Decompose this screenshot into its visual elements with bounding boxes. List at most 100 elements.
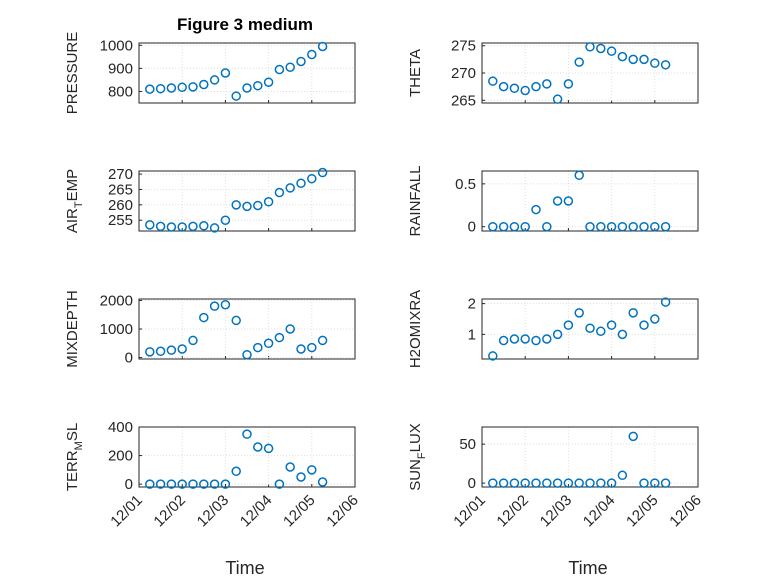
data-point xyxy=(177,344,187,354)
data-point xyxy=(145,220,155,230)
data-point xyxy=(242,429,252,439)
data-point xyxy=(552,196,563,206)
plot-area xyxy=(138,170,356,232)
data-point xyxy=(274,64,285,75)
data-point xyxy=(296,472,306,482)
y-tick-label: 2000 xyxy=(100,292,133,309)
plot-border xyxy=(481,298,699,360)
data-point xyxy=(606,46,617,56)
data-point xyxy=(660,221,671,232)
data-point xyxy=(242,83,252,93)
data-point xyxy=(209,75,220,85)
data-point xyxy=(317,335,328,346)
data-point xyxy=(188,335,198,346)
data-point xyxy=(199,221,209,231)
data-point xyxy=(574,308,584,318)
y-tick-label: 0 xyxy=(125,350,133,367)
data-point xyxy=(520,85,530,96)
data-point xyxy=(296,344,306,354)
data-point xyxy=(509,334,520,344)
data-point xyxy=(296,178,306,189)
figure-title: Figure 3 medium xyxy=(177,15,313,34)
y-tick-label: 800 xyxy=(108,83,133,100)
data-point xyxy=(307,342,317,353)
data-point xyxy=(155,479,166,489)
data-point xyxy=(531,478,541,488)
data-point xyxy=(650,478,660,488)
data-point xyxy=(155,83,166,94)
data-point xyxy=(531,81,541,92)
data-point xyxy=(542,221,552,232)
y-tick-label: 255 xyxy=(108,212,133,229)
data-point xyxy=(596,221,606,232)
data-point xyxy=(242,349,252,360)
data-point xyxy=(188,479,198,489)
data-point xyxy=(650,221,660,232)
y-tick-label: 0 xyxy=(125,476,133,493)
data-point xyxy=(220,215,231,225)
data-point xyxy=(520,478,530,488)
data-point xyxy=(509,221,520,232)
data-point xyxy=(263,338,274,349)
data-point xyxy=(574,478,584,488)
data-point xyxy=(317,41,328,52)
data-point xyxy=(574,170,584,181)
y-tick-label: 1000 xyxy=(100,37,133,54)
data-point xyxy=(242,201,252,212)
plot-area xyxy=(138,42,356,104)
data-point xyxy=(166,345,177,355)
data-point xyxy=(552,94,563,104)
y-tick-label: 2 xyxy=(468,296,476,313)
data-point xyxy=(231,466,241,477)
data-point xyxy=(177,479,187,489)
data-point xyxy=(253,342,263,353)
data-point xyxy=(585,323,595,333)
data-point xyxy=(231,91,241,101)
subplot-1: 800 900 1000 PRESSURE xyxy=(64,32,356,114)
data-point xyxy=(509,478,520,488)
data-point xyxy=(177,222,187,232)
data-point xyxy=(498,221,509,232)
data-point xyxy=(531,204,541,215)
data-point xyxy=(596,326,606,337)
data-point xyxy=(199,312,209,323)
data-point xyxy=(145,479,155,489)
data-point xyxy=(563,320,574,330)
xlabel-left: Time xyxy=(225,558,264,578)
subplot-4: 0 0.5 RAINFALL xyxy=(407,166,699,236)
data-point xyxy=(542,478,552,488)
data-point xyxy=(660,297,671,307)
y-tick-label: 265 xyxy=(108,181,133,198)
data-point xyxy=(639,221,649,232)
data-point xyxy=(574,57,584,67)
data-point xyxy=(285,62,295,72)
data-point xyxy=(274,479,285,489)
data-point xyxy=(596,43,606,54)
data-point xyxy=(498,81,509,92)
y-tick-label: 1 xyxy=(468,326,476,343)
data-point xyxy=(606,320,617,330)
y-axis-label: SUNFLUX xyxy=(407,423,428,491)
data-point xyxy=(585,42,595,52)
y-tick-label: 200 xyxy=(108,448,133,465)
plot-area xyxy=(138,426,356,488)
data-point xyxy=(274,187,285,198)
y-axis-label: THETA xyxy=(407,49,424,97)
data-point xyxy=(188,82,198,92)
data-point xyxy=(155,346,166,357)
y-axis-label: AIRTEMP xyxy=(64,169,85,233)
data-point xyxy=(498,335,509,346)
y-tick-label: 900 xyxy=(108,60,133,77)
data-point xyxy=(520,334,530,344)
data-point xyxy=(274,332,285,343)
data-point xyxy=(253,80,263,91)
y-tick-label: 265 xyxy=(451,92,476,109)
data-point xyxy=(628,221,638,232)
data-point xyxy=(209,223,220,233)
data-point xyxy=(660,60,671,70)
data-point xyxy=(488,351,498,361)
y-tick-label: 270 xyxy=(108,166,133,183)
data-point xyxy=(639,54,649,65)
data-point xyxy=(220,68,231,78)
data-point xyxy=(585,478,595,488)
